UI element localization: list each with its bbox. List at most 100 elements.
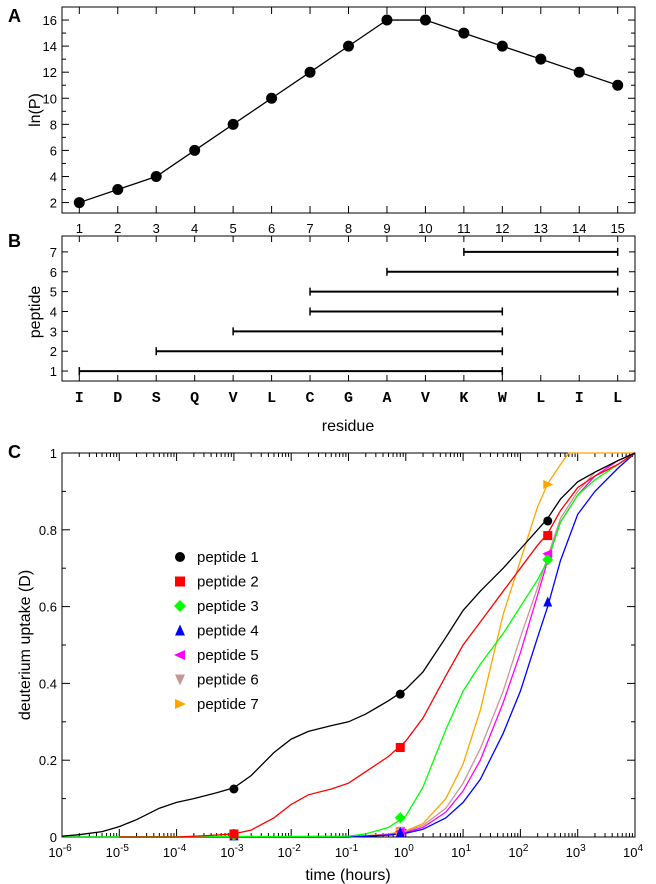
panel-b-ticks: I D S Q V L C G A V K W L I L 1 2 3 4 5 6 7 <box>50 236 635 407</box>
panel-b-ytick-label: 7 <box>50 245 57 260</box>
panel-b-residue-label: S <box>152 390 161 407</box>
panel-c-legend: peptide 1 peptide 2 peptide 3 peptide 4 pept… <box>174 549 259 713</box>
panel-a-data-point <box>112 184 124 196</box>
legend-marker <box>175 624 185 636</box>
panel-a-xtick-label: 8 <box>345 221 352 236</box>
panel-a-data-point <box>419 14 431 26</box>
panel-a-data-point <box>227 118 239 130</box>
series-line-peptide-3 <box>61 452 636 838</box>
panel-a-data-point <box>496 40 508 52</box>
panel-a-label: A <box>8 6 21 26</box>
panel-a-ytick-label: 4 <box>50 169 57 184</box>
panel-b-residue-label: G <box>344 390 353 407</box>
panel-c-frame <box>61 452 636 838</box>
panel-b-xlabel: residue <box>322 418 375 435</box>
panel-a-xtick-label: 6 <box>268 221 275 236</box>
panel-c-label: C <box>8 442 21 462</box>
panel-b-residue-label: Q <box>190 390 199 407</box>
panel-b-residue-label: A <box>382 390 391 407</box>
panel-a-xtick-label: 11 <box>457 221 471 236</box>
panel-c-ytick-label: 1 <box>50 446 57 461</box>
panel-a-data-point <box>535 53 547 65</box>
series-line-peptide-6 <box>62 452 636 838</box>
panel-a-xtick-label: 1 <box>76 221 83 236</box>
data-point-peptide-2 <box>543 531 553 541</box>
panel-c-ytick-label: 0.2 <box>39 753 57 768</box>
panel-b-ylabel: peptide <box>27 286 44 339</box>
panel-a-data-point <box>343 40 354 52</box>
panel-a-frame <box>61 6 636 214</box>
panel-a-data-point <box>381 14 393 26</box>
panel-b-ytick-label: 6 <box>50 265 57 280</box>
panel-a-xtick-label: 13 <box>534 221 548 236</box>
series-line-peptide-1 <box>61 452 636 837</box>
panel-c-xtick-label: 103 <box>566 843 586 860</box>
panel-a-ytick-label: 14 <box>43 39 57 54</box>
legend-marker <box>174 650 185 660</box>
panel-b-residue-label: I <box>75 390 84 407</box>
panel-b-residue-label: V <box>421 390 430 407</box>
panel-c-xtick-label: 10-1 <box>335 843 359 860</box>
legend-marker <box>175 674 185 686</box>
panel-a-xtick-label: 10 <box>418 221 432 236</box>
legend-label: peptide 3 <box>197 598 259 615</box>
panel-c-xtick-label: 10-2 <box>278 843 302 860</box>
panel-a-ylabel: ln(P) <box>27 93 44 127</box>
legend-label: peptide 4 <box>197 623 259 640</box>
panel-c-xtick-label: 10-3 <box>220 843 244 860</box>
panel-c-ytick-label: 0.6 <box>39 600 57 615</box>
panel-b-ytick-label: 4 <box>50 304 57 319</box>
panel-c-ytick-label: 0.8 <box>39 523 57 538</box>
legend-label: peptide 1 <box>197 549 259 566</box>
panel-a-data-point <box>266 92 278 104</box>
panel-b-residue-label: L <box>536 390 545 407</box>
panel-b-residue-label: C <box>306 390 315 407</box>
legend-label: peptide 6 <box>197 672 259 689</box>
panel-a-data-point <box>304 66 316 78</box>
panel-b-residue-label: L <box>267 390 276 407</box>
panel-a-xtick-label: 9 <box>383 221 390 236</box>
legend-label: peptide 7 <box>197 696 259 713</box>
panel-a-ytick-label: 10 <box>43 91 57 106</box>
panel-a-ytick-label: 8 <box>50 117 57 132</box>
panel-a-ytick-label: 12 <box>43 65 57 80</box>
panel-a-xtick-label: 3 <box>153 221 160 236</box>
legend-marker <box>174 600 186 612</box>
panel-a-ytick-label: 6 <box>50 143 57 158</box>
data-point-peptide-1 <box>395 689 405 699</box>
data-point-peptide-1 <box>229 784 239 794</box>
panel-c-xtick-label: 10-6 <box>48 843 72 860</box>
data-point-peptide-4 <box>543 596 553 607</box>
panel-a-data-point <box>189 144 201 156</box>
panel-b-residue-label: K <box>459 390 468 407</box>
legend-marker <box>175 699 186 709</box>
panel-a-data-point <box>612 79 624 91</box>
panel-a-xtick-label: 12 <box>495 221 509 236</box>
panel-b-residue-label: L <box>613 390 622 407</box>
panel-b-residue-label: W <box>498 390 507 407</box>
panel-c-xtick-label: 10-5 <box>106 843 130 860</box>
panel-a-xtick-label: 2 <box>114 221 121 236</box>
panel-a-ytick-label: 2 <box>50 196 57 211</box>
panel-a-xtick-label: 14 <box>572 221 586 236</box>
panel-b-ytick-label: 5 <box>50 285 57 300</box>
panel-b-ytick-label: 3 <box>50 324 57 339</box>
panel-b-ytick-label: 2 <box>50 344 57 359</box>
panel-b-residue-label: D <box>113 390 122 407</box>
data-point-peptide-7 <box>543 479 554 489</box>
panel-a-xtick-label: 15 <box>610 221 624 236</box>
panel-a-ytick-label: 16 <box>43 13 57 28</box>
data-point-peptide-3 <box>542 554 554 566</box>
panel-b: B I D S Q V L C G A V K W L I L 1 2 3 4 5 6 7 peptide residue <box>8 231 636 435</box>
legend-label: peptide 2 <box>197 574 259 591</box>
data-point-peptide-1 <box>543 516 553 526</box>
panel-b-residue-label: V <box>229 390 238 407</box>
legend-marker <box>175 576 185 587</box>
legend-label: peptide 5 <box>197 647 259 664</box>
panel-a-data-point <box>458 27 470 39</box>
panel-c-xlabel: time (hours) <box>305 867 390 884</box>
panel-c-xtick-label: 100 <box>394 843 414 860</box>
panel-c-ytick-label: 0.4 <box>39 676 57 691</box>
